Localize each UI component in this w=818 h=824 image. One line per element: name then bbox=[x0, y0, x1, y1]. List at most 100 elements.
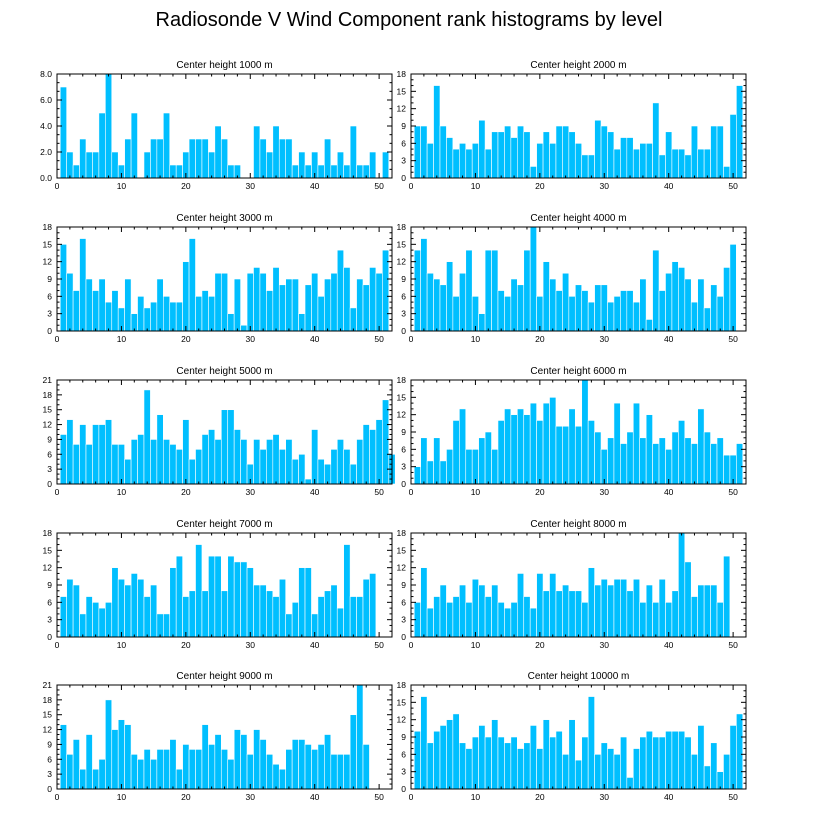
y-tick-label: 6 bbox=[401, 444, 406, 454]
y-tick-label: 9 bbox=[47, 580, 52, 590]
histogram-bar bbox=[600, 284, 608, 332]
histogram-bar bbox=[188, 238, 196, 332]
histogram-bar bbox=[188, 590, 196, 638]
histogram-bar bbox=[433, 278, 441, 332]
histogram-bar bbox=[562, 584, 570, 638]
histogram-bar bbox=[72, 444, 80, 485]
x-tick-label: 0 bbox=[409, 334, 414, 344]
y-tick-label: 21 bbox=[43, 375, 53, 385]
histogram-bar bbox=[529, 402, 537, 485]
x-tick-label: 40 bbox=[310, 487, 320, 497]
y-tick-label: 12 bbox=[43, 725, 53, 735]
histogram-bar bbox=[227, 313, 235, 332]
histogram-bar bbox=[620, 443, 628, 485]
histogram-bar bbox=[124, 458, 132, 485]
histogram-bar bbox=[600, 742, 608, 790]
histogram-bar bbox=[111, 290, 119, 332]
histogram-bar bbox=[324, 463, 332, 485]
histogram-bar bbox=[156, 278, 164, 332]
histogram-bar bbox=[85, 596, 93, 638]
histogram-bar bbox=[208, 429, 216, 485]
histogram-bar bbox=[562, 125, 570, 179]
histogram-bar bbox=[130, 313, 138, 332]
x-tick-label: 50 bbox=[374, 792, 384, 802]
histogram-bar bbox=[304, 567, 312, 638]
y-tick-label: 9 bbox=[401, 274, 406, 284]
histogram-bar bbox=[600, 449, 608, 485]
histogram-bar bbox=[214, 439, 222, 485]
histogram-bar bbox=[729, 244, 737, 332]
histogram-bar bbox=[587, 154, 595, 179]
histogram-bar bbox=[175, 164, 183, 179]
histogram-bar bbox=[143, 389, 151, 485]
y-tick-label: 15 bbox=[397, 697, 407, 707]
x-tick-label: 20 bbox=[535, 640, 545, 650]
x-tick-label: 40 bbox=[664, 792, 674, 802]
histogram-bar bbox=[98, 424, 106, 485]
x-tick-label: 40 bbox=[310, 640, 320, 650]
histogram-bar bbox=[124, 138, 132, 179]
panel-title: Center height 9000 m bbox=[176, 671, 272, 682]
y-tick-label: 8.0 bbox=[40, 69, 52, 79]
histogram-bar bbox=[195, 449, 203, 485]
x-tick-label: 0 bbox=[55, 487, 60, 497]
histogram-bar bbox=[175, 768, 183, 790]
histogram-bar bbox=[227, 409, 235, 485]
histogram-bar bbox=[658, 736, 666, 790]
histogram-bar bbox=[59, 724, 67, 790]
histogram-bar bbox=[195, 544, 203, 638]
histogram-bar bbox=[201, 138, 209, 179]
y-tick-label: 12 bbox=[397, 410, 407, 420]
histogram-bar bbox=[600, 578, 608, 638]
histogram-bar bbox=[459, 742, 467, 790]
histogram-bar bbox=[233, 429, 241, 485]
histogram-bar bbox=[465, 148, 473, 179]
histogram-bar bbox=[130, 573, 138, 638]
histogram-bar bbox=[349, 714, 357, 790]
histogram-bar bbox=[497, 420, 505, 485]
histogram-bar bbox=[542, 402, 550, 485]
histogram-bar bbox=[66, 754, 74, 790]
x-tick-label: 0 bbox=[55, 334, 60, 344]
histogram-bar bbox=[272, 267, 280, 332]
histogram-bar bbox=[510, 414, 518, 485]
histogram-bar bbox=[736, 713, 744, 790]
histogram-bar bbox=[259, 584, 267, 638]
histogram-bar bbox=[446, 719, 454, 790]
histogram-bar bbox=[684, 561, 692, 638]
histogram-bar bbox=[156, 138, 164, 179]
histogram-bar bbox=[253, 439, 261, 485]
histogram-bar bbox=[626, 290, 634, 332]
y-tick-label: 18 bbox=[43, 222, 53, 232]
histogram-panel: Center height 9000 m 0 10 20 30 40 50 0 3 6 9 12 15 1… bbox=[43, 671, 393, 802]
histogram-bar bbox=[304, 744, 312, 790]
histogram-panel: Center height 5000 m 0 10 20 30 40 50 0 3 6 9 12 15 1… bbox=[43, 366, 396, 497]
histogram-bar bbox=[266, 590, 274, 638]
histogram-bar bbox=[497, 602, 505, 638]
histogram-bar bbox=[343, 267, 351, 332]
histogram-bar bbox=[652, 602, 660, 638]
histogram-bar bbox=[562, 272, 570, 332]
y-tick-label: 9 bbox=[401, 427, 406, 437]
x-tick-label: 10 bbox=[117, 487, 127, 497]
histogram-bar bbox=[607, 748, 615, 790]
x-tick-label: 20 bbox=[181, 334, 191, 344]
histogram-bar bbox=[562, 754, 570, 790]
panel-title: Center height 3000 m bbox=[176, 213, 272, 224]
x-tick-label: 30 bbox=[600, 487, 610, 497]
histogram-bar bbox=[66, 419, 74, 485]
histogram-bar bbox=[317, 458, 325, 485]
histogram-bar bbox=[195, 749, 203, 790]
histogram-panel: Center height 6000 m 0 10 20 30 40 50 0 3 6 9 12 15 1… bbox=[397, 366, 747, 497]
y-tick-label: 9 bbox=[401, 580, 406, 590]
histogram-bar bbox=[356, 278, 364, 332]
histogram-bar bbox=[620, 736, 628, 790]
histogram-bar bbox=[272, 763, 280, 790]
histogram-bar bbox=[420, 238, 428, 332]
histogram-bar bbox=[600, 125, 608, 179]
histogram-bar bbox=[523, 742, 531, 790]
histogram-bar bbox=[175, 555, 183, 638]
histogram-bar bbox=[182, 261, 190, 332]
histogram-bar bbox=[710, 284, 718, 332]
x-tick-label: 30 bbox=[600, 334, 610, 344]
